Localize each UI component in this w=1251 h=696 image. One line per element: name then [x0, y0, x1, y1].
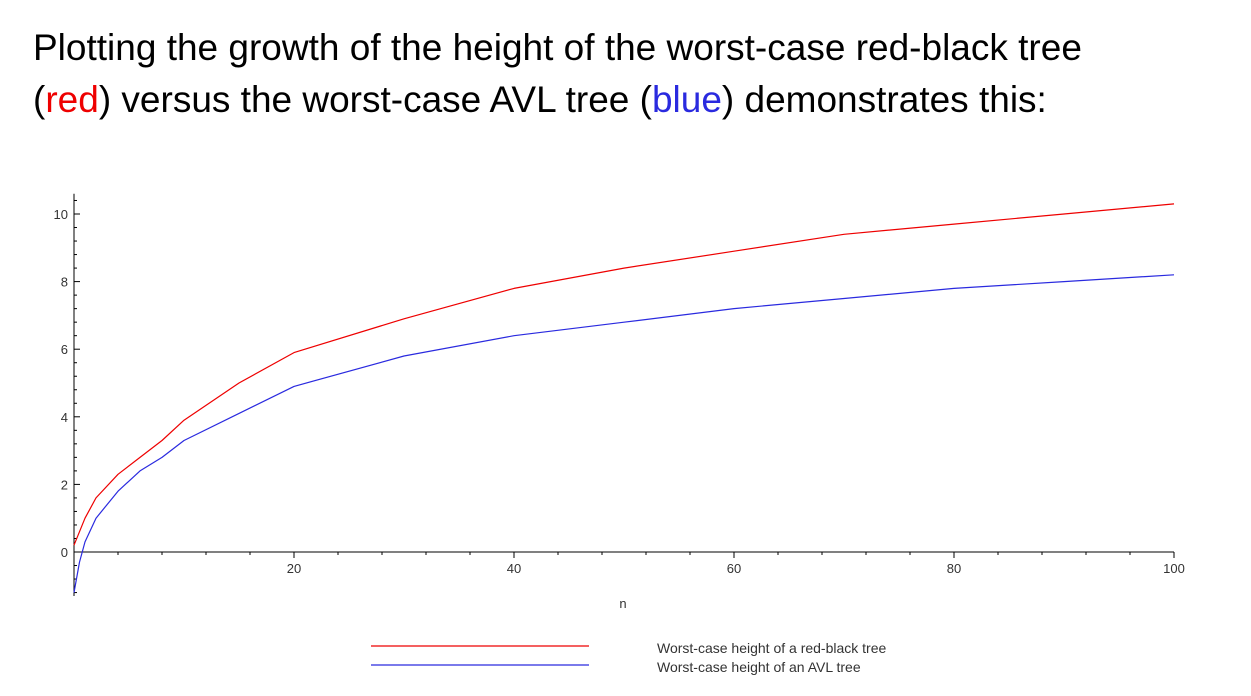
axes [73, 193, 1174, 596]
y-tick-label: 0 [61, 545, 68, 560]
avl-tree-line [73, 274, 1175, 593]
title-end: ) demonstrates this: [721, 79, 1047, 120]
legend: Worst-case height of a red-black tree Wor… [371, 640, 887, 675]
x-tick-label: 20 [287, 561, 301, 576]
y-tick-label: 2 [61, 477, 68, 492]
title-red-word: red [45, 79, 99, 120]
y-tick-label: 6 [61, 342, 68, 357]
x-tick-label: 100 [1163, 561, 1185, 576]
x-axis-label: n [619, 596, 626, 611]
x-tick-label: 40 [507, 561, 521, 576]
title-blue-word: blue [651, 79, 722, 120]
slide-title: Plotting the growth of the height of the… [33, 22, 1243, 126]
y-tick-label: 10 [54, 207, 68, 222]
y-tick-label: 4 [61, 410, 68, 425]
legend-label: Worst-case height of an AVL tree [657, 659, 861, 675]
x-tick-label: 60 [727, 561, 741, 576]
axis-ticks: 20 40 60 80 100 0 2 4 6 8 10 n [54, 199, 1185, 611]
title-paren-open: ( [33, 79, 46, 120]
title-middle: ) versus the worst-case AVL tree ( [98, 79, 652, 120]
red-black-tree-line [73, 203, 1175, 546]
title-line-1: Plotting the growth of the height of the… [33, 27, 1082, 68]
legend-label: Worst-case height of a red-black tree [657, 640, 887, 656]
x-tick-label: 80 [947, 561, 961, 576]
y-tick-label: 8 [61, 275, 68, 290]
series-lines [73, 203, 1175, 593]
